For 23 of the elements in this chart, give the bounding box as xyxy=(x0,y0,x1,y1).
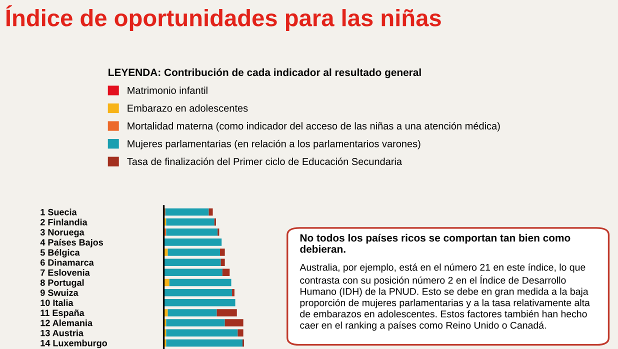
legend-label: Matrimonio infantil xyxy=(128,86,208,94)
y-tick-label: 7 Eslovenia xyxy=(40,269,90,276)
chart-title: Índice de oportunidades para las niñas xyxy=(6,5,441,32)
text: No todos los países ricos se comportan tan bien como debieran. xyxy=(300,234,570,253)
text: Australia, por ejemplo, está en el número 21 en este índice, lo que contrasta con su posición número 2 en el Índice de Desarrollo Humano (IDH) de la PNUD. Esto se debe en gran medida a la baja proporción de mujeres parlamentarias y a la tasa relativamente alta de embarazos en adolescentes. Estos factores también han hecho caer en el ranking a países como Reino Unido o Canadá. xyxy=(300,263,590,331)
y-tick-label: 14 Luxemburgo xyxy=(40,340,108,348)
y-tick-label: 9 Swuiza xyxy=(40,289,78,296)
y-tick-label: 5 Bélgica xyxy=(40,248,80,258)
y-tick-label: 10 Italia xyxy=(40,299,74,306)
y-tick-label: 1 Suecia xyxy=(40,208,77,216)
y-tick-label: 4 Países Bajos xyxy=(40,238,104,248)
legend-label: Embarazo en adolescentes xyxy=(128,104,248,112)
legend-label: Mortalidad materna (como indicador del acceso de las niñas a una atención médica) xyxy=(128,122,500,132)
y-tick-label: 11 España xyxy=(40,309,84,318)
y-tick-label: 6 Dinamarca xyxy=(40,259,94,266)
y-tick-label: 2 Finlandia xyxy=(40,218,88,226)
y-tick-label: 3 Noruega xyxy=(40,229,84,238)
y-tick-label: 8 Portugal xyxy=(40,279,84,288)
legend-label: Mujeres parlamentarias (en relación a los parlamentarios varones) xyxy=(128,140,420,150)
legend-label: Tasa de finalización del Primer ciclo de Educación Secundaria xyxy=(127,158,402,166)
y-tick-label: 12 Alemania xyxy=(40,320,93,326)
y-tick-label: 13 Austria xyxy=(40,330,84,336)
legend-title: LEYENDA: Contribución de cada indicador al resultado general xyxy=(108,68,421,78)
